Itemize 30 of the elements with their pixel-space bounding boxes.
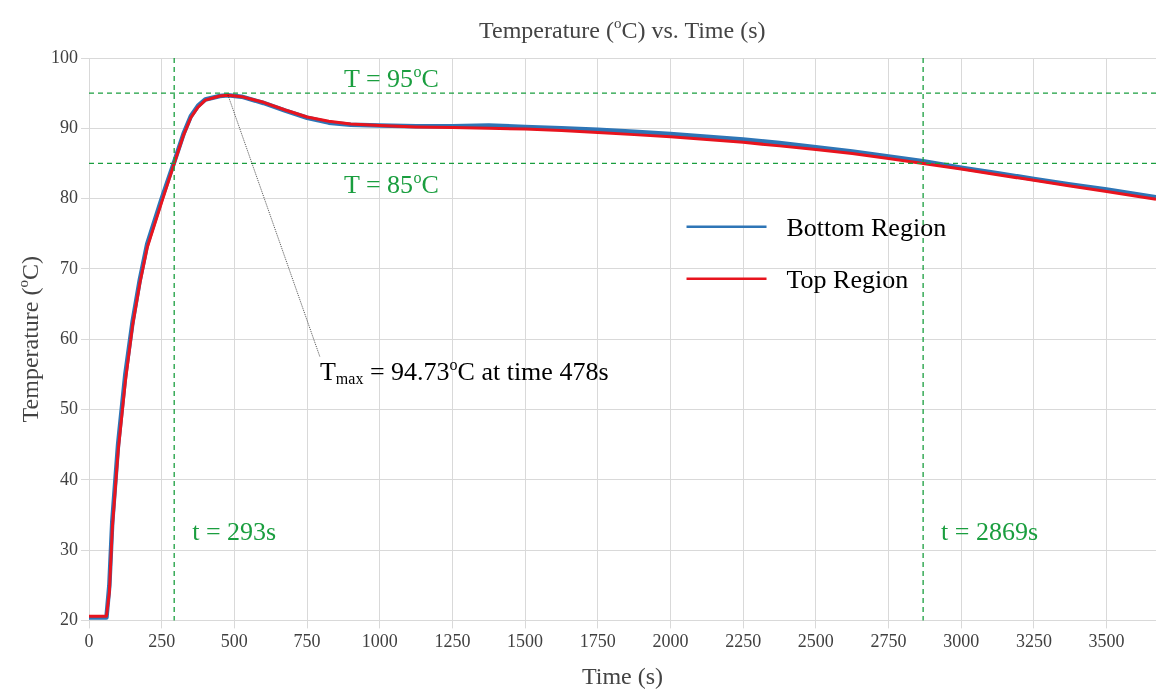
y-tick-label: 30 [60, 538, 78, 559]
x-tick-label: 1250 [434, 630, 471, 651]
x-tick-label: 2000 [652, 630, 689, 651]
y-tick-label: 20 [60, 609, 78, 630]
y-tick-label: 80 [60, 187, 78, 208]
x-tick-label: 3000 [943, 630, 980, 651]
x-tick-label: 2750 [870, 630, 907, 651]
legend-label: Bottom Region [786, 212, 947, 242]
x-axis-title: Time (s) [581, 663, 664, 689]
x-tick-label: 500 [220, 630, 248, 651]
legend-label: Top Region [786, 264, 909, 294]
ref-line-label: t = 293s [192, 517, 277, 547]
y-tick-label: 90 [60, 117, 78, 138]
x-tick-label: 250 [148, 630, 176, 651]
y-tick-label: 50 [60, 398, 78, 419]
y-axis-title: Temperature (oC) [15, 256, 43, 423]
x-tick-label: 2250 [725, 630, 762, 651]
y-tick-label: 40 [60, 468, 78, 489]
x-tick-label: 1000 [361, 630, 398, 651]
x-tick-label: 1500 [507, 630, 544, 651]
x-tick-label: 2500 [797, 630, 834, 651]
x-tick-label: 3500 [1088, 630, 1125, 651]
x-tick-label: 750 [293, 630, 321, 651]
x-tick-label: 3250 [1015, 630, 1052, 651]
y-tick-label: 60 [60, 327, 78, 348]
x-tick-label: 0 [84, 630, 94, 651]
ref-line-label: t = 2869s [941, 517, 1039, 547]
y-tick-label: 100 [51, 46, 78, 67]
x-tick-label: 1750 [579, 630, 616, 651]
y-tick-label: 70 [60, 257, 78, 278]
